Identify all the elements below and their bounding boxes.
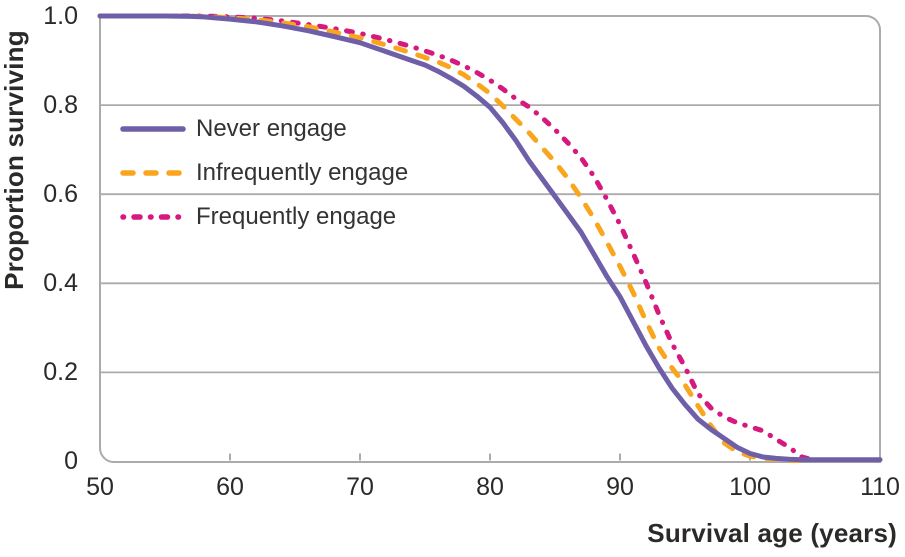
y-tick-label: 0.6 (43, 180, 78, 208)
x-axis-title: Survival age (years) (647, 518, 897, 548)
x-tick-label: 70 (346, 473, 374, 501)
legend-swatch-never-line (120, 126, 186, 132)
legend-item-never: Never engage (119, 113, 408, 145)
y-tick-label: 0.2 (43, 358, 78, 386)
curve-frequently (97, 13, 818, 464)
x-tick-label: 60 (216, 473, 244, 501)
y-tick-label: 1.0 (43, 2, 78, 30)
y-tick-label: 0.4 (43, 269, 78, 297)
x-tick-label: 100 (729, 473, 771, 501)
legend-swatch-frequently-line (120, 214, 186, 220)
x-tick-label: 90 (606, 473, 634, 501)
curve-never (97, 13, 883, 463)
y-axis-title: Proportion surviving (0, 30, 29, 290)
x-tick-label: 80 (476, 473, 504, 501)
x-tick-label: 110 (860, 473, 900, 501)
x-tick-label: 50 (86, 473, 114, 501)
legend: Never engage Infrequently engage Frequen… (119, 113, 408, 245)
legend-swatch-infrequently-line (120, 170, 186, 176)
legend-item-frequently: Frequently engage (119, 201, 408, 233)
legend-label-frequently: Frequently engage (196, 203, 397, 230)
y-tick-label: 0 (64, 447, 78, 475)
y-tick-label: 0.8 (43, 91, 78, 119)
legend-item-infrequently: Infrequently engage (119, 157, 408, 189)
legend-label-never: Never engage (196, 115, 347, 142)
legend-label-infrequently: Infrequently engage (196, 159, 409, 186)
